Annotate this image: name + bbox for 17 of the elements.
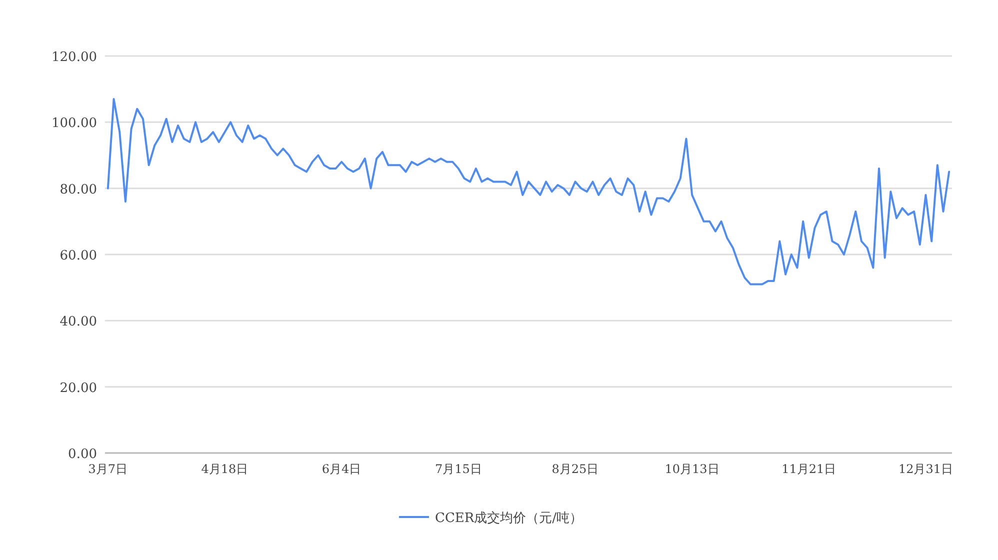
x-tick-label: 8月25日	[552, 462, 599, 476]
x-tick-label: 11月21日	[782, 462, 836, 476]
y-tick-label: 80.00	[60, 182, 97, 198]
x-tick-label: 12月31日	[898, 462, 953, 476]
x-tick-label: 3月7日	[88, 462, 128, 476]
y-tick-label: 20.00	[60, 380, 97, 396]
x-tick-label: 7月15日	[434, 462, 482, 476]
legend-label: CCER成交均价（元/吨）	[435, 510, 583, 526]
y-tick-label: 60.00	[60, 248, 97, 264]
y-tick-label: 40.00	[60, 314, 97, 330]
x-tick-label: 10月13日	[664, 462, 720, 476]
y-tick-label: 100.00	[52, 116, 97, 132]
x-tick-label: 6月4日	[322, 462, 362, 476]
x-tick-label: 4月18日	[201, 462, 248, 476]
line-series	[106, 98, 950, 286]
y-tick-label: 120.00	[52, 50, 97, 65]
y-tick-label: 0.00	[68, 447, 97, 462]
